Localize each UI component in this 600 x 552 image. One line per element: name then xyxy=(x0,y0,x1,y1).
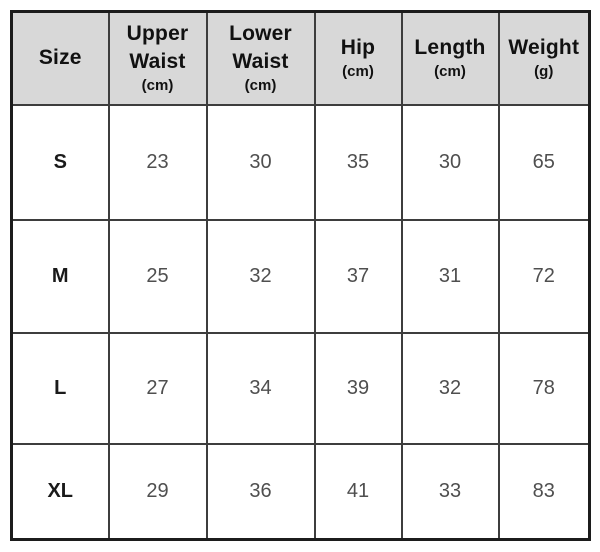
header-cell-weight: Weight (g) xyxy=(497,10,591,106)
value-cell: 32 xyxy=(400,331,500,445)
value-cell: 83 xyxy=(497,442,591,541)
column-label-length: Length xyxy=(414,35,486,59)
size-cell: L xyxy=(10,331,110,445)
value-cell: 72 xyxy=(497,218,591,334)
column-label-size: Size xyxy=(38,46,82,70)
column-unit-length: (cm) xyxy=(434,63,466,81)
header-cell-hip: Hip (cm) xyxy=(313,10,403,106)
value-cell: 34 xyxy=(205,331,316,445)
column-label-upper-waist: Upper Waist xyxy=(126,21,189,73)
table-row-s: S 23 30 35 30 65 xyxy=(10,103,591,221)
column-label-lower-waist: Lower Waist xyxy=(229,21,292,73)
table-row-xl: XL 29 36 41 33 83 xyxy=(10,442,591,541)
header-cell-size: Size xyxy=(10,10,110,106)
column-unit-upper-waist: (cm) xyxy=(141,77,174,95)
value-cell: 32 xyxy=(205,218,316,334)
column-label-weight: Weight xyxy=(508,35,580,59)
size-chart-table: Size Upper Waist (cm) Lower Waist (cm) H… xyxy=(10,10,591,541)
column-unit-lower-waist: (cm) xyxy=(244,77,277,95)
value-cell: 23 xyxy=(107,103,208,221)
header-row: Size Upper Waist (cm) Lower Waist (cm) H… xyxy=(10,10,591,106)
value-cell: 33 xyxy=(400,442,500,541)
value-cell: 65 xyxy=(497,103,591,221)
value-cell: 39 xyxy=(313,331,403,445)
header-cell-upper-waist: Upper Waist (cm) xyxy=(107,10,208,106)
value-cell: 31 xyxy=(400,218,500,334)
table-row-l: L 27 34 39 32 78 xyxy=(10,331,591,445)
size-cell: S xyxy=(10,103,110,221)
value-cell: 35 xyxy=(313,103,403,221)
header-cell-lower-waist: Lower Waist (cm) xyxy=(205,10,316,106)
value-cell: 36 xyxy=(205,442,316,541)
value-cell: 41 xyxy=(313,442,403,541)
value-cell: 30 xyxy=(400,103,500,221)
column-unit-weight: (g) xyxy=(534,63,554,81)
size-cell: M xyxy=(10,218,110,334)
size-chart: Size Upper Waist (cm) Lower Waist (cm) H… xyxy=(10,10,591,541)
value-cell: 29 xyxy=(107,442,208,541)
table-row-m: M 25 32 37 31 72 xyxy=(10,218,591,334)
value-cell: 25 xyxy=(107,218,208,334)
value-cell: 27 xyxy=(107,331,208,445)
column-label-hip: Hip xyxy=(340,35,376,59)
size-cell: XL xyxy=(10,442,110,541)
column-unit-hip: (cm) xyxy=(342,63,374,81)
value-cell: 37 xyxy=(313,218,403,334)
header-cell-length: Length (cm) xyxy=(400,10,500,106)
value-cell: 78 xyxy=(497,331,591,445)
value-cell: 30 xyxy=(205,103,316,221)
